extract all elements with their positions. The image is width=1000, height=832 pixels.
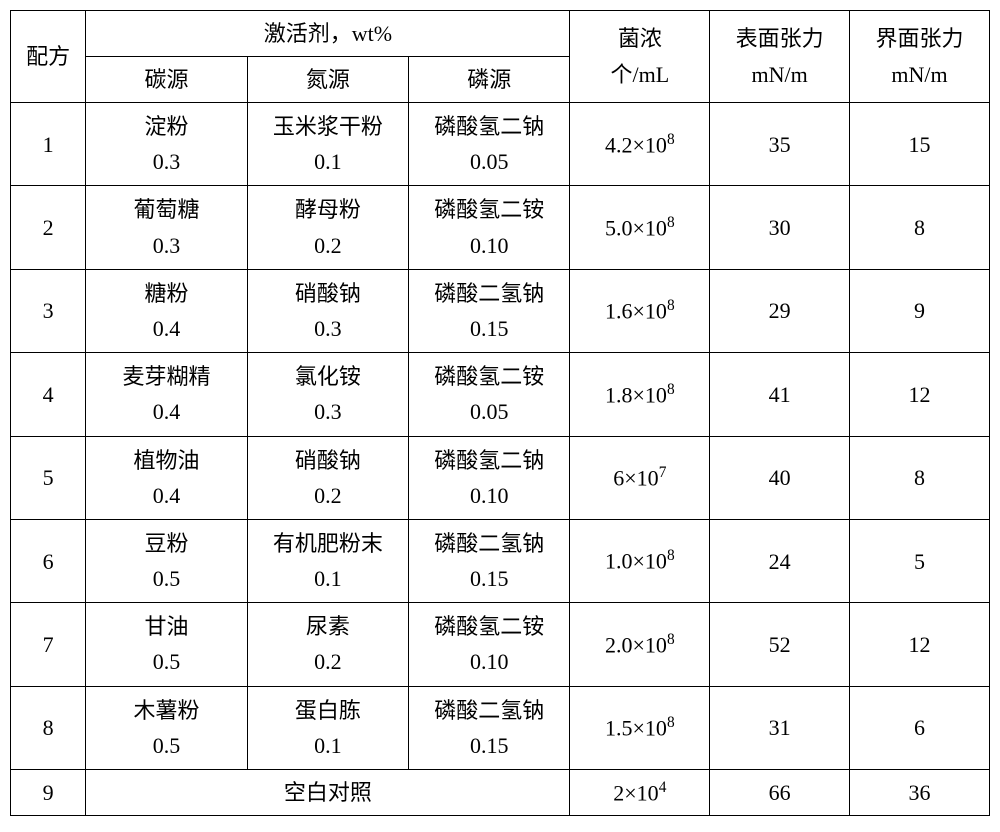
conc-top: 菌浓 [618, 26, 662, 51]
cell-surface: 40 [710, 436, 850, 519]
col-activator: 激活剂，wt% [86, 11, 570, 57]
cell-carbon: 糖粉0.4 [86, 269, 247, 352]
cell-id: 6 [11, 519, 86, 602]
cell-inter: 5 [850, 519, 990, 602]
col-bacteria-conc: 菌浓 个/mL [570, 11, 710, 103]
col-formula: 配方 [11, 11, 86, 103]
col-nitrogen: 氮源 [247, 57, 408, 103]
col-carbon: 碳源 [86, 57, 247, 103]
table-row-control: 9空白对照2×1046636 [11, 770, 990, 816]
cell-nitrogen: 玉米浆干粉0.1 [247, 103, 408, 186]
cell-carbon: 葡萄糖0.3 [86, 186, 247, 269]
cell-surface: 29 [710, 269, 850, 352]
cell-inter: 36 [850, 770, 990, 816]
cell-nitrogen: 尿素0.2 [247, 603, 408, 686]
cell-conc: 1.5×108 [570, 686, 710, 769]
cell-surface: 24 [710, 519, 850, 602]
cell-conc: 1.6×108 [570, 269, 710, 352]
cell-phosphorus: 磷酸氢二铵0.05 [409, 353, 570, 436]
cell-conc: 5.0×108 [570, 186, 710, 269]
cell-id: 4 [11, 353, 86, 436]
cell-phosphorus: 磷酸氢二铵0.10 [409, 603, 570, 686]
cell-phosphorus: 磷酸氢二钠0.05 [409, 103, 570, 186]
conc-bottom: 个/mL [610, 62, 669, 87]
cell-id: 2 [11, 186, 86, 269]
cell-inter: 8 [850, 186, 990, 269]
cell-id: 3 [11, 269, 86, 352]
col-interfacial-tension: 界面张力 mN/m [850, 11, 990, 103]
cell-inter: 6 [850, 686, 990, 769]
cell-phosphorus: 磷酸二氢钠0.15 [409, 686, 570, 769]
cell-inter: 9 [850, 269, 990, 352]
table-row: 7甘油0.5尿素0.2磷酸氢二铵0.102.0×1085212 [11, 603, 990, 686]
cell-id: 1 [11, 103, 86, 186]
cell-phosphorus: 磷酸氢二钠0.10 [409, 436, 570, 519]
cell-conc: 2.0×108 [570, 603, 710, 686]
cell-nitrogen: 硝酸钠0.3 [247, 269, 408, 352]
cell-control-label: 空白对照 [86, 770, 570, 816]
cell-nitrogen: 蛋白胨0.1 [247, 686, 408, 769]
header-row-1: 配方 激活剂，wt% 菌浓 个/mL 表面张力 mN/m 界面张力 mN/m [11, 11, 990, 57]
data-table: 配方 激活剂，wt% 菌浓 个/mL 表面张力 mN/m 界面张力 mN/m 碳… [10, 10, 990, 816]
cell-phosphorus: 磷酸氢二铵0.10 [409, 186, 570, 269]
inter-top: 界面张力 [876, 26, 964, 51]
cell-surface: 35 [710, 103, 850, 186]
cell-surface: 31 [710, 686, 850, 769]
cell-nitrogen: 酵母粉0.2 [247, 186, 408, 269]
table-row: 1淀粉0.3玉米浆干粉0.1磷酸氢二钠0.054.2×1083515 [11, 103, 990, 186]
cell-surface: 30 [710, 186, 850, 269]
cell-inter: 12 [850, 603, 990, 686]
col-phosphorus: 磷源 [409, 57, 570, 103]
cell-conc: 6×107 [570, 436, 710, 519]
cell-carbon: 木薯粉0.5 [86, 686, 247, 769]
table-row: 5植物油0.4硝酸钠0.2磷酸氢二钠0.106×107408 [11, 436, 990, 519]
cell-id: 9 [11, 770, 86, 816]
table-row: 3糖粉0.4硝酸钠0.3磷酸二氢钠0.151.6×108299 [11, 269, 990, 352]
cell-id: 8 [11, 686, 86, 769]
inter-bottom: mN/m [891, 62, 947, 87]
cell-carbon: 麦芽糊精0.4 [86, 353, 247, 436]
cell-conc: 4.2×108 [570, 103, 710, 186]
cell-conc: 1.0×108 [570, 519, 710, 602]
cell-nitrogen: 氯化铵0.3 [247, 353, 408, 436]
cell-carbon: 豆粉0.5 [86, 519, 247, 602]
surf-bottom: mN/m [752, 62, 808, 87]
cell-carbon: 甘油0.5 [86, 603, 247, 686]
table-row: 4麦芽糊精0.4氯化铵0.3磷酸氢二铵0.051.8×1084112 [11, 353, 990, 436]
cell-id: 7 [11, 603, 86, 686]
cell-carbon: 淀粉0.3 [86, 103, 247, 186]
cell-surface: 41 [710, 353, 850, 436]
cell-nitrogen: 硝酸钠0.2 [247, 436, 408, 519]
table-row: 2葡萄糖0.3酵母粉0.2磷酸氢二铵0.105.0×108308 [11, 186, 990, 269]
cell-id: 5 [11, 436, 86, 519]
cell-inter: 15 [850, 103, 990, 186]
cell-conc: 2×104 [570, 770, 710, 816]
cell-surface: 52 [710, 603, 850, 686]
cell-nitrogen: 有机肥粉末0.1 [247, 519, 408, 602]
col-surface-tension: 表面张力 mN/m [710, 11, 850, 103]
surf-top: 表面张力 [736, 26, 824, 51]
cell-inter: 8 [850, 436, 990, 519]
cell-phosphorus: 磷酸二氢钠0.15 [409, 269, 570, 352]
table-row: 6豆粉0.5有机肥粉末0.1磷酸二氢钠0.151.0×108245 [11, 519, 990, 602]
cell-inter: 12 [850, 353, 990, 436]
table-row: 8木薯粉0.5蛋白胨0.1磷酸二氢钠0.151.5×108316 [11, 686, 990, 769]
cell-carbon: 植物油0.4 [86, 436, 247, 519]
cell-phosphorus: 磷酸二氢钠0.15 [409, 519, 570, 602]
cell-conc: 1.8×108 [570, 353, 710, 436]
cell-surface: 66 [710, 770, 850, 816]
